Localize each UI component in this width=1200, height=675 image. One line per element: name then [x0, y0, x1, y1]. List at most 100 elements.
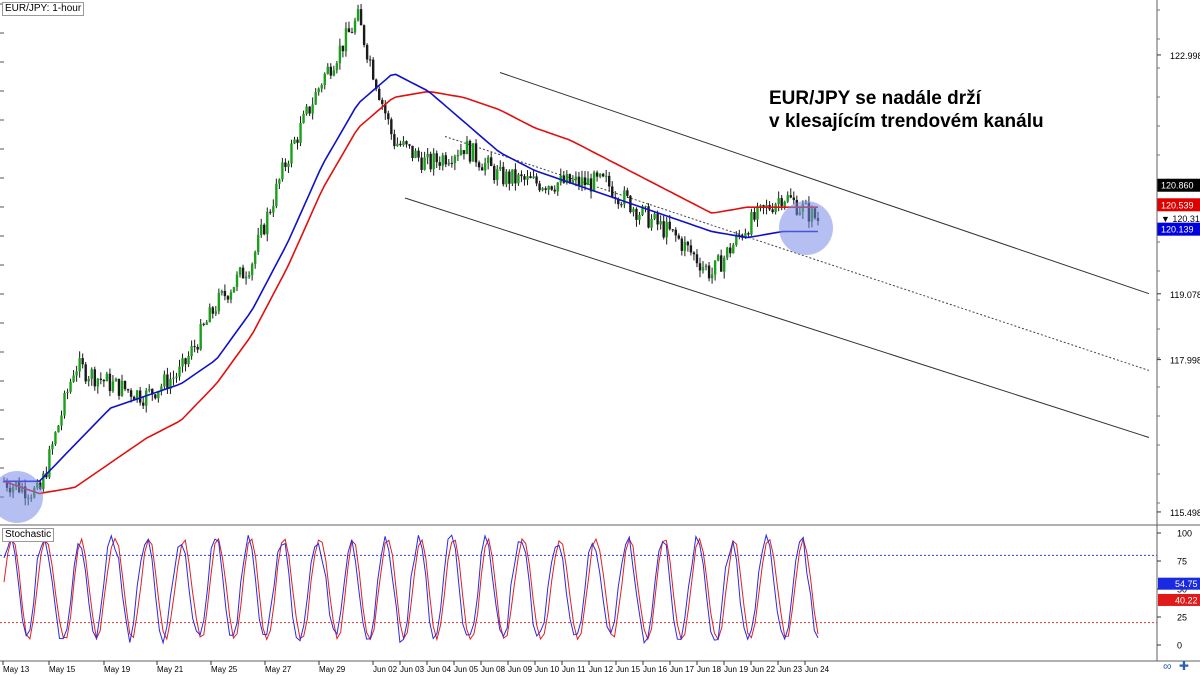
stoch-tick-label: 75	[1177, 557, 1187, 567]
candle-body	[123, 380, 127, 390]
price-axis: 122.998 119.078 117.998 115.498 120.860 120.5…	[1157, 9, 1200, 518]
candle-body	[45, 473, 48, 478]
candle-body	[505, 171, 508, 185]
candle-body	[465, 140, 469, 155]
candle-body	[384, 103, 387, 114]
candle-body	[444, 155, 447, 165]
candle-body	[211, 307, 214, 314]
candle-body	[729, 247, 732, 254]
candle-body	[568, 174, 572, 184]
candle-body	[586, 178, 590, 185]
candle-body	[474, 143, 478, 163]
candle-body	[668, 221, 671, 230]
candle-body	[499, 166, 502, 170]
link-icon[interactable]: ∞ ✚	[1163, 659, 1191, 673]
candle-body	[129, 390, 133, 397]
time-date-label: May 13	[3, 665, 30, 674]
candle-body	[493, 166, 496, 181]
candle-body	[526, 176, 529, 180]
candle-body	[638, 214, 641, 220]
candle-body	[738, 234, 741, 236]
candle-body	[223, 290, 227, 297]
candle-body	[759, 205, 762, 207]
candle-body	[371, 59, 375, 80]
candle-body	[517, 174, 520, 184]
candle-body	[468, 140, 472, 162]
candle-body	[145, 390, 148, 406]
candle-body	[765, 204, 768, 208]
stoch-k-line	[3, 533, 819, 645]
candle-body	[689, 245, 693, 253]
price-tick-label: 122.998	[1170, 51, 1200, 61]
candle-body	[166, 374, 169, 390]
stoch-d-line	[3, 536, 819, 642]
price-tag-ask: ▼ 120.317	[1161, 214, 1200, 224]
candle-body	[671, 229, 674, 231]
candle-body	[220, 290, 224, 293]
candle-body	[574, 176, 578, 180]
candle-body	[160, 386, 163, 392]
channel-lower	[404, 197, 1150, 438]
candle-body	[250, 264, 254, 276]
ma-slow-line	[3, 90, 818, 495]
candle-body	[60, 415, 63, 426]
candle-body	[589, 178, 593, 192]
time-date-label: Jun 09	[508, 665, 533, 674]
candle-body	[154, 394, 157, 399]
candle-body	[786, 195, 789, 202]
candle-body	[550, 186, 553, 190]
candle-body	[701, 267, 705, 271]
time-date-label: Jun 04	[427, 665, 452, 674]
highlight-circles	[0, 201, 833, 523]
time-date-label: Jun 05	[454, 665, 479, 674]
candle-body	[350, 32, 354, 34]
candle-body	[653, 213, 656, 219]
candle-body	[502, 166, 505, 185]
candle-body	[120, 380, 124, 396]
candle-body	[326, 66, 329, 74]
price-tick-label: 117.998	[1170, 356, 1200, 366]
time-date-label: Jun 19	[724, 665, 749, 674]
candle-body	[774, 204, 777, 213]
candle-body	[199, 323, 202, 350]
candle-body	[105, 373, 109, 382]
candle-body	[523, 176, 526, 180]
candle-body	[744, 233, 747, 238]
candle-body	[378, 88, 381, 100]
candle-body	[722, 257, 726, 272]
candle-body	[704, 265, 708, 268]
candle-body	[63, 392, 66, 416]
candle-body	[175, 376, 178, 378]
candle-body	[184, 358, 187, 365]
candle-body	[595, 172, 599, 177]
time-date-label: May 25	[211, 665, 238, 674]
candle-body	[247, 275, 251, 277]
candle-body	[375, 79, 378, 89]
candle-body	[713, 260, 717, 275]
candle-body	[710, 274, 714, 279]
candle-body	[480, 167, 484, 171]
candle-body	[66, 391, 69, 393]
candle-body	[456, 154, 460, 157]
candle-body	[238, 267, 242, 275]
candle-body	[72, 375, 75, 382]
chart-title: EUR/JPY: 1-hour	[2, 2, 85, 16]
candle-body	[368, 59, 372, 61]
candle-body	[535, 176, 538, 184]
candle-body	[202, 323, 205, 325]
candle-body	[317, 88, 320, 93]
time-date-label: May 27	[265, 665, 292, 674]
candle-body	[647, 206, 650, 228]
candle-body	[656, 213, 659, 225]
candle-body	[241, 267, 245, 279]
candle-body	[148, 388, 151, 391]
price-tag-last-price-bg	[1157, 178, 1200, 192]
candle-body	[253, 252, 257, 265]
candle-body	[290, 143, 293, 164]
candle-body	[611, 186, 614, 198]
candle-body	[692, 252, 696, 255]
time-date-label: Jun 15	[616, 665, 641, 674]
candle-body	[565, 174, 569, 183]
candle-body	[302, 113, 305, 123]
candle-body	[677, 235, 681, 239]
